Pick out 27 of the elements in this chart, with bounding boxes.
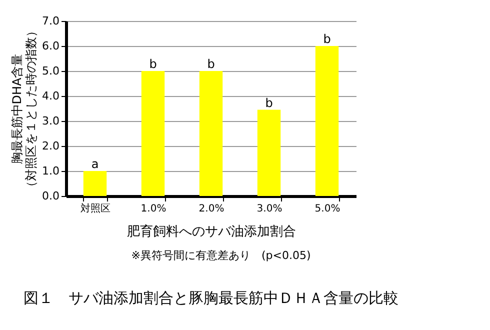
y-tick-label: 2.0 xyxy=(42,140,60,152)
y-axis-title: 胸最長筋中DHA含量（対照区を１とした時の指数） xyxy=(10,25,38,193)
x-tick-label: 1.0% xyxy=(140,204,166,214)
x-tick-label: 3.0% xyxy=(256,204,282,214)
x-tick-label: 2.0% xyxy=(198,204,224,214)
bar xyxy=(141,71,165,196)
bar xyxy=(199,71,223,196)
text: 図１ サバ油添加割合と豚胸最長筋中ＤＨＡ含量の比較 xyxy=(24,289,398,307)
y-tick-label: 3.0 xyxy=(42,114,60,128)
data-label: b xyxy=(265,96,273,110)
bar xyxy=(315,46,339,196)
x-axis-title: 肥育飼料へのサバ油添加割合 xyxy=(127,224,296,240)
bar xyxy=(83,171,107,196)
y-tick-label: 0.0 xyxy=(42,190,60,202)
data-label: b xyxy=(207,57,215,71)
y-tick-label: 1.0 xyxy=(42,164,60,178)
data-label: a xyxy=(91,157,99,171)
text: ※異符号間に有意差あり (p<0.05) xyxy=(131,249,311,262)
y-tick-label: 7.0 xyxy=(42,14,60,28)
bar xyxy=(257,110,281,196)
data-label: b xyxy=(149,57,157,71)
y-tick-label: 4.0 xyxy=(42,90,60,102)
x-tick-label: 対照区 xyxy=(80,202,110,214)
data-label: b xyxy=(323,32,331,46)
x-tick-label: 5.0% xyxy=(314,204,340,214)
y-tick-label: 6.0 xyxy=(42,40,60,52)
y-tick-label: 5.0 xyxy=(42,64,60,78)
